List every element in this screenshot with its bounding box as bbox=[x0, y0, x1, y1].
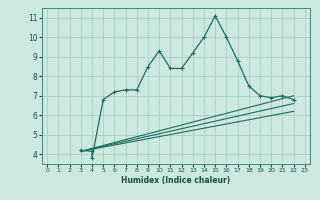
X-axis label: Humidex (Indice chaleur): Humidex (Indice chaleur) bbox=[121, 176, 231, 185]
